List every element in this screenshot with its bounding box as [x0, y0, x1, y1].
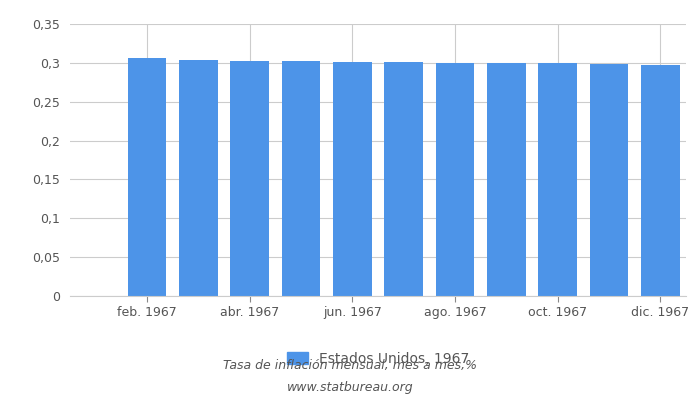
Legend: Estados Unidos, 1967: Estados Unidos, 1967 [287, 352, 469, 366]
Bar [641, 65, 680, 296]
Text: www.statbureau.org: www.statbureau.org [287, 382, 413, 394]
Bar [281, 61, 321, 296]
Bar [538, 63, 577, 296]
Bar [333, 62, 372, 296]
Bar [230, 60, 269, 296]
Bar [487, 63, 526, 296]
Bar [589, 64, 629, 296]
Bar [179, 60, 218, 296]
Text: Tasa de inflación mensual, mes a mes,%: Tasa de inflación mensual, mes a mes,% [223, 360, 477, 372]
Bar [435, 63, 475, 296]
Bar [384, 62, 423, 296]
Bar [127, 58, 167, 296]
